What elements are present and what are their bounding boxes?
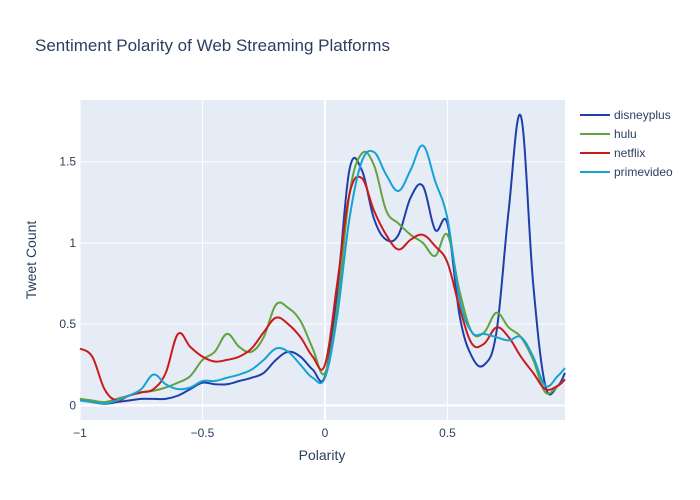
legend-item-hulu[interactable]: hulu [580,127,637,141]
series-line-primevideo[interactable] [79,144,566,405]
x-tick-label: 0.5 [439,426,456,440]
legend-label: hulu [614,127,637,141]
legend-label: disneyplus [614,108,671,122]
chart-title: Sentiment Polarity of Web Streaming Plat… [35,36,390,55]
x-axis-title: Polarity [299,447,346,463]
y-tick-label: 1 [69,236,76,250]
y-axis-title: Tweet Count [23,221,39,300]
legend-item-disneyplus[interactable]: disneyplus [580,108,671,122]
plot-area [80,100,565,420]
legend-item-primevideo[interactable]: primevideo [580,165,673,179]
tick-labels: −1 −0.5 0 0.5 0 0.5 1 1.5 [59,155,456,440]
legend[interactable]: disneyplus hulu netflix primevideo [580,108,673,179]
y-tick-label: 0.5 [59,317,76,331]
legend-label: primevideo [614,165,673,179]
y-tick-label: 0 [69,398,76,412]
x-tick-label: −0.5 [191,426,215,440]
x-tick-label: −1 [73,426,87,440]
grid [79,100,565,420]
legend-label: netflix [614,146,645,160]
series-line-disneyplus[interactable] [79,113,566,405]
series-lines [79,113,566,405]
series-line-netflix[interactable] [79,175,566,402]
y-tick-label: 1.5 [59,155,76,169]
legend-item-netflix[interactable]: netflix [580,146,645,160]
x-tick-label: 0 [322,426,329,440]
